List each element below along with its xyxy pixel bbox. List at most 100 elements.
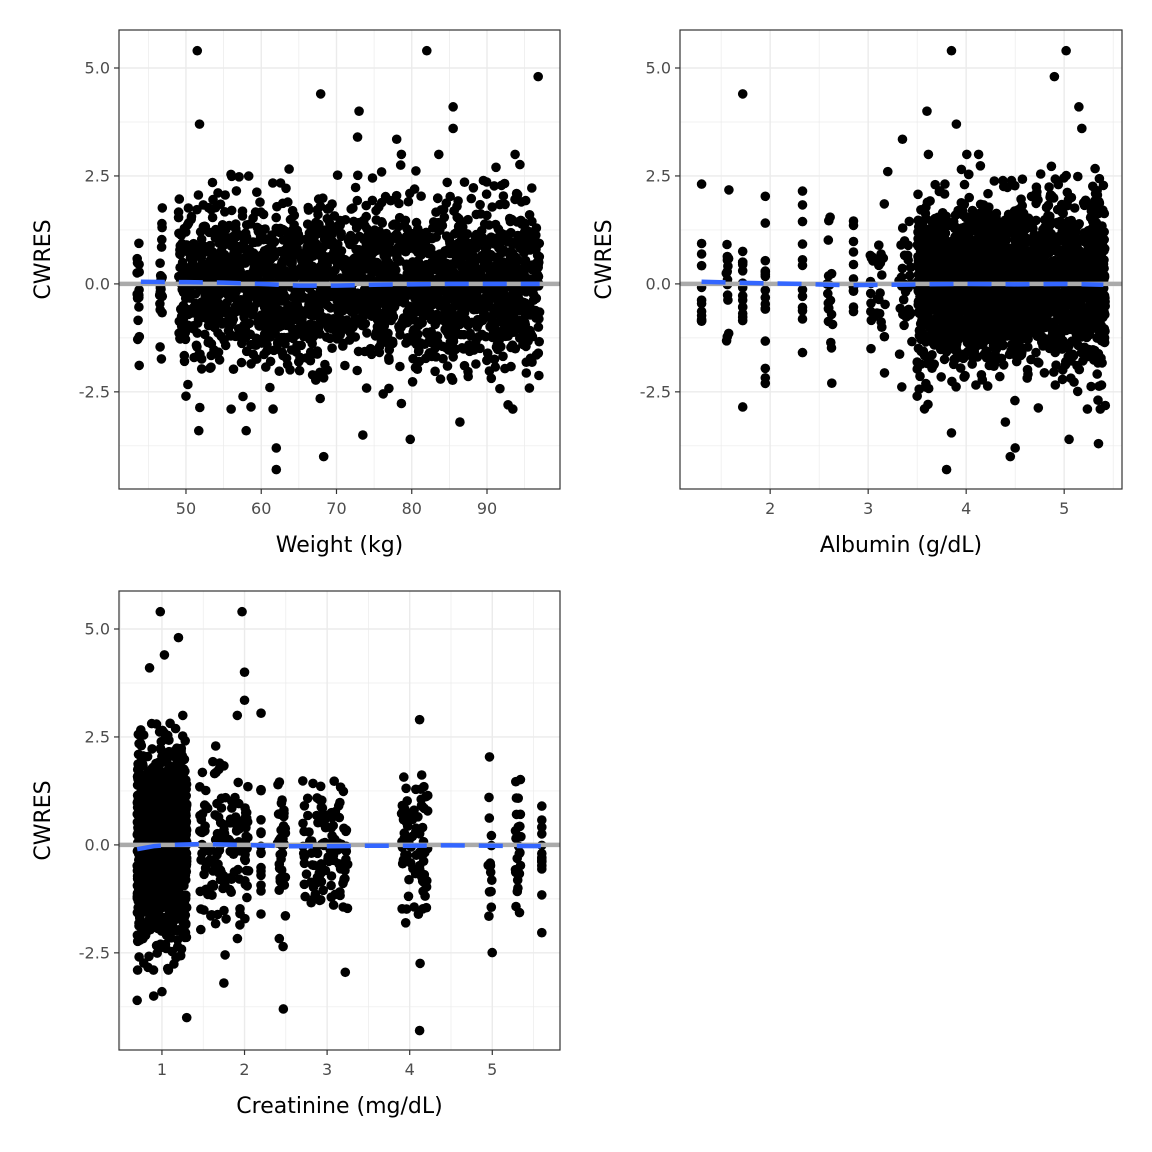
- data-point: [384, 383, 394, 394]
- data-point: [1089, 355, 1099, 365]
- data-point: [498, 191, 509, 201]
- data-point: [971, 320, 981, 331]
- data-point: [246, 402, 256, 412]
- data-point: [230, 331, 241, 342]
- data-point: [278, 224, 288, 235]
- data-point: [978, 249, 988, 259]
- data-point: [1016, 194, 1026, 204]
- data-point: [405, 188, 415, 199]
- data-point: [313, 209, 323, 220]
- data-point: [482, 348, 493, 359]
- data-point: [1094, 381, 1104, 392]
- data-point: [526, 330, 537, 340]
- data-point: [489, 354, 500, 365]
- data-point: [848, 247, 859, 257]
- data-point: [1010, 180, 1020, 191]
- data-point: [1058, 208, 1068, 219]
- data-point: [231, 186, 242, 196]
- data-point: [915, 238, 926, 249]
- data-point: [1050, 174, 1061, 184]
- data-point: [188, 263, 198, 273]
- data-point: [354, 245, 365, 255]
- data-point: [403, 196, 414, 207]
- data-point: [306, 225, 317, 236]
- data-point: [279, 245, 290, 256]
- data-point: [951, 330, 961, 340]
- data-point: [982, 297, 993, 308]
- data-point: [519, 264, 530, 275]
- data-point: [960, 212, 971, 223]
- data-point: [534, 370, 544, 381]
- data-point: [954, 246, 965, 257]
- data-point: [760, 267, 771, 277]
- data-point: [737, 257, 748, 268]
- data-point: [498, 245, 509, 256]
- data-point: [500, 199, 510, 210]
- data-point: [378, 319, 389, 330]
- data-point: [491, 162, 501, 173]
- data-point: [408, 287, 418, 297]
- data-point: [362, 231, 373, 242]
- data-point: [824, 215, 834, 226]
- data-point: [185, 293, 195, 303]
- data-point: [449, 206, 459, 216]
- data-point: [534, 336, 544, 347]
- data-point: [1070, 233, 1081, 243]
- data-point: [311, 239, 322, 249]
- data-point: [391, 190, 402, 201]
- data-point: [923, 399, 933, 410]
- data-point: [352, 132, 363, 142]
- data-point: [220, 207, 230, 217]
- data-point: [263, 245, 274, 255]
- data-point: [493, 224, 504, 234]
- data-point: [213, 307, 224, 317]
- data-point: [383, 295, 394, 305]
- data-point: [253, 226, 264, 237]
- y-tick-label: 5.0: [85, 58, 110, 77]
- data-point: [385, 237, 395, 247]
- data-point: [533, 271, 544, 282]
- data-point: [288, 333, 298, 344]
- data-point: [156, 354, 167, 364]
- data-point: [1001, 234, 1011, 245]
- data-point: [904, 270, 915, 281]
- data-point: [319, 234, 330, 245]
- data-point: [936, 372, 946, 382]
- data-point: [527, 183, 537, 193]
- data-point: [463, 214, 473, 225]
- data-point: [255, 313, 266, 324]
- data-point: [157, 307, 167, 318]
- data-point: [407, 377, 418, 387]
- data-point: [264, 297, 274, 308]
- data-point: [1039, 368, 1050, 378]
- data-point: [241, 346, 252, 357]
- data-point: [1063, 216, 1073, 227]
- data-point: [293, 229, 304, 240]
- data-point: [192, 342, 202, 352]
- data-point: [826, 268, 837, 279]
- data-point: [823, 304, 834, 314]
- data-point: [963, 309, 973, 319]
- data-point: [442, 292, 453, 303]
- data-point: [876, 317, 886, 327]
- data-point: [352, 195, 363, 206]
- data-point: [423, 301, 434, 312]
- data-point: [921, 378, 931, 389]
- data-point: [1031, 347, 1041, 358]
- data-point: [281, 353, 292, 364]
- data-point: [1094, 198, 1105, 208]
- data-point: [413, 329, 423, 340]
- data-point: [1003, 223, 1014, 233]
- data-point: [878, 253, 889, 263]
- data-point: [362, 298, 373, 309]
- data-point: [208, 194, 218, 205]
- data-point: [1059, 173, 1069, 183]
- data-point: [510, 149, 520, 160]
- data-point: [1012, 234, 1023, 244]
- data-point: [219, 240, 229, 250]
- data-point: [941, 211, 951, 222]
- data-point: [408, 353, 418, 364]
- data-point: [203, 307, 214, 318]
- data-point: [489, 181, 500, 191]
- data-point: [897, 382, 907, 392]
